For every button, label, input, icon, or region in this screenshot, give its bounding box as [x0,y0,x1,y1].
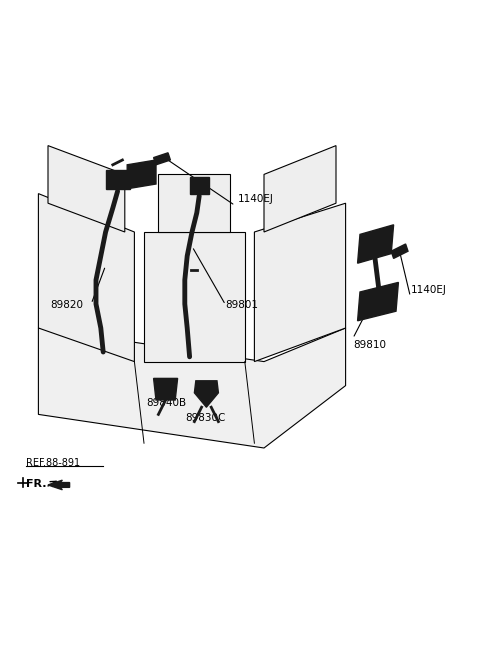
Polygon shape [106,170,130,189]
Text: REF.88-891: REF.88-891 [26,459,81,468]
Text: 89801: 89801 [226,300,259,310]
Polygon shape [38,328,346,448]
Polygon shape [358,282,398,321]
Text: 89840B: 89840B [146,398,187,407]
Text: FR.: FR. [26,479,47,489]
Polygon shape [391,244,408,258]
Polygon shape [264,146,336,232]
Polygon shape [254,203,346,361]
Text: 89810: 89810 [353,340,386,350]
Polygon shape [127,160,156,189]
Polygon shape [194,380,218,407]
Polygon shape [38,194,134,361]
Polygon shape [48,146,125,232]
Text: 89830C: 89830C [185,413,225,423]
Text: 1140EJ: 1140EJ [238,194,274,204]
Polygon shape [154,379,178,400]
Polygon shape [144,232,245,361]
Text: 1140EJ: 1140EJ [410,285,446,295]
Polygon shape [48,480,70,490]
Polygon shape [158,174,230,232]
Polygon shape [358,225,394,263]
Polygon shape [154,153,170,165]
Text: 89820: 89820 [50,300,84,310]
Polygon shape [190,177,209,194]
